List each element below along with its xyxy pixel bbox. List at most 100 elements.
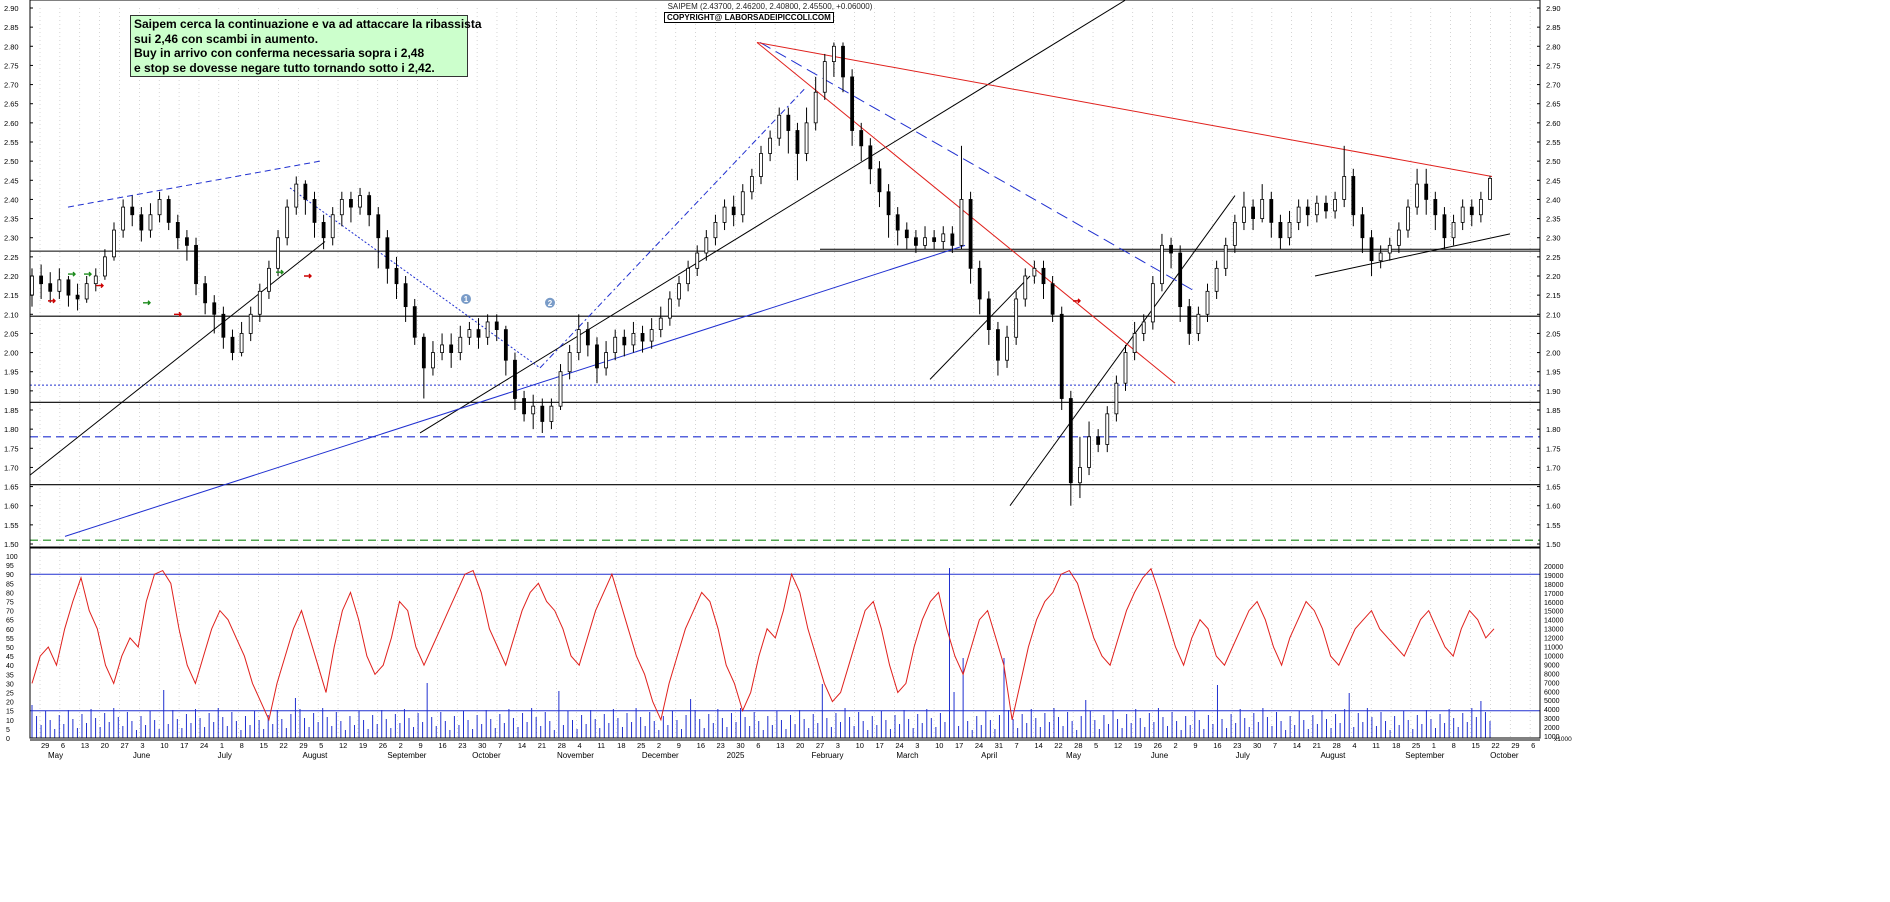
candle-body bbox=[1324, 202, 1328, 212]
candle-body bbox=[850, 76, 855, 131]
day-tick-label: 12 bbox=[339, 741, 347, 750]
candle-body bbox=[175, 221, 180, 239]
wave-marker-circle bbox=[545, 297, 555, 308]
candle-body bbox=[121, 206, 126, 231]
volume-tick-label: 14000 bbox=[1544, 618, 1564, 625]
price-tick-label: 2.10 bbox=[4, 310, 19, 319]
day-tick-label: 24 bbox=[200, 741, 208, 750]
candle-body bbox=[248, 313, 253, 334]
trendline bbox=[539, 88, 806, 369]
candle-body bbox=[431, 352, 435, 369]
month-label: December bbox=[642, 751, 679, 760]
candle-body bbox=[48, 283, 53, 292]
candle-body bbox=[1287, 221, 1292, 239]
candle-body bbox=[103, 256, 107, 277]
month-label: July bbox=[218, 751, 232, 760]
candle-body bbox=[822, 61, 827, 93]
volume-tick-label: 19000 bbox=[1544, 573, 1564, 580]
candle-body bbox=[285, 206, 290, 239]
price-tick-label: 1.60 bbox=[1546, 502, 1561, 511]
trendline bbox=[756, 42, 1176, 384]
day-tick-label: 27 bbox=[816, 741, 824, 750]
day-tick-label: 8 bbox=[240, 741, 244, 750]
price-tick-label: 2.75 bbox=[4, 61, 19, 70]
candle-body bbox=[294, 183, 299, 208]
candle-body bbox=[358, 195, 362, 208]
day-tick-label: 26 bbox=[379, 741, 387, 750]
candle-body bbox=[75, 294, 80, 300]
price-tick-label: 2.35 bbox=[4, 215, 19, 224]
osc-tick-label: 85 bbox=[6, 581, 14, 588]
candle-body bbox=[1132, 333, 1137, 353]
osc-tick-label: 70 bbox=[6, 609, 14, 616]
price-tick-label: 1.55 bbox=[4, 521, 19, 530]
price-tick-label: 1.90 bbox=[4, 387, 19, 396]
price-tick-label: 2.20 bbox=[4, 272, 19, 281]
candle-body bbox=[148, 214, 153, 231]
candle-body bbox=[585, 329, 590, 346]
day-tick-label: 16 bbox=[438, 741, 446, 750]
candle-body bbox=[1442, 214, 1447, 239]
price-tick-label: 1.70 bbox=[1546, 463, 1561, 472]
candle-body bbox=[640, 333, 645, 342]
day-tick-label: 11 bbox=[1372, 741, 1380, 750]
wave-marker-circle bbox=[461, 293, 471, 304]
osc-tick-label: 80 bbox=[6, 590, 14, 597]
candle-body bbox=[166, 199, 171, 223]
candle-body bbox=[1305, 206, 1310, 216]
day-tick-label: 29 bbox=[41, 741, 49, 750]
price-tick-label: 2.80 bbox=[1546, 42, 1561, 51]
chart-header: SAIPEM (2.43700, 2.46200, 2.40800, 2.455… bbox=[667, 2, 873, 11]
oscillator-line bbox=[31, 567, 1495, 722]
candle-body bbox=[813, 91, 818, 124]
candlesticks bbox=[30, 42, 1492, 506]
candle-body bbox=[1068, 398, 1073, 484]
candle-body bbox=[1460, 206, 1465, 223]
candle-body bbox=[531, 405, 536, 415]
candle-body bbox=[467, 329, 472, 338]
trendline bbox=[1314, 233, 1511, 277]
day-tick-label: 3 bbox=[915, 741, 919, 750]
candle-body bbox=[1369, 237, 1374, 262]
day-tick-label: 14 bbox=[518, 741, 526, 750]
candle-body bbox=[1360, 214, 1365, 239]
candle-body bbox=[1451, 221, 1456, 239]
price-tick-label: 1.50 bbox=[4, 540, 19, 549]
candle-body bbox=[977, 267, 982, 300]
day-tick-label: 14 bbox=[1293, 741, 1301, 750]
candle-body bbox=[695, 252, 700, 269]
candle-body bbox=[832, 45, 836, 62]
day-tick-label: 30 bbox=[736, 741, 744, 750]
candle-body bbox=[1150, 283, 1155, 323]
candle-body bbox=[503, 329, 508, 361]
signal-arrows bbox=[48, 269, 1081, 317]
candle-body bbox=[330, 214, 335, 239]
osc-tick-label: 75 bbox=[6, 600, 14, 607]
day-tick-label: 3 bbox=[140, 741, 144, 750]
osc-tick-label: 90 bbox=[6, 572, 14, 579]
candle-body bbox=[1478, 199, 1483, 216]
day-tick-label: 7 bbox=[1015, 741, 1019, 750]
price-tick-label: 2.55 bbox=[4, 138, 19, 147]
day-tick-label: 6 bbox=[1531, 741, 1535, 750]
candle-body bbox=[932, 237, 937, 242]
day-tick-label: 27 bbox=[120, 741, 128, 750]
volume-tick-label: 5000 bbox=[1544, 698, 1560, 705]
price-tick-label: 1.50 bbox=[1546, 540, 1561, 549]
day-tick-label: 15 bbox=[260, 741, 268, 750]
candle-body bbox=[576, 329, 581, 353]
price-tick-label: 2.90 bbox=[4, 4, 19, 13]
candle-body bbox=[1169, 244, 1173, 254]
month-label: August bbox=[302, 751, 328, 760]
price-tick-label: 2.90 bbox=[1546, 4, 1561, 13]
candle-body bbox=[677, 283, 681, 300]
day-tick-label: 16 bbox=[1213, 741, 1221, 750]
price-tick-label: 2.85 bbox=[4, 23, 19, 32]
day-tick-label: 10 bbox=[935, 741, 943, 750]
candle-body bbox=[1278, 221, 1283, 239]
candle-body bbox=[339, 199, 344, 216]
candle-body bbox=[996, 329, 1000, 361]
candle-body bbox=[1406, 206, 1410, 231]
day-tick-label: 17 bbox=[875, 741, 883, 750]
